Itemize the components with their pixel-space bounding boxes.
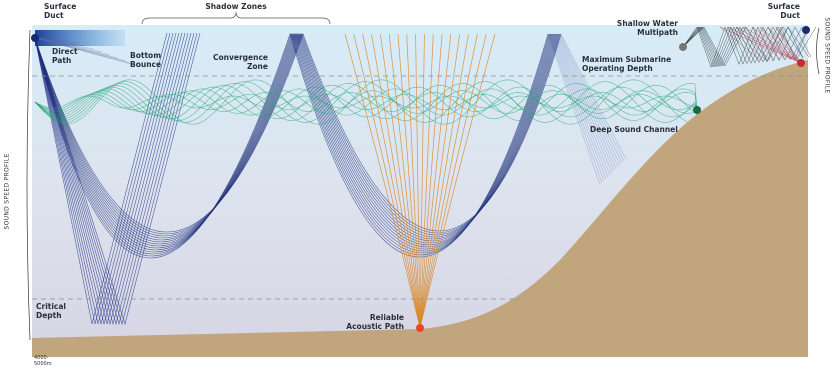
label: Bottom Bounce: [130, 52, 161, 69]
source-dot: [679, 43, 687, 51]
surface-duct: [35, 30, 125, 46]
brace: [142, 12, 330, 24]
source-dot: [693, 106, 701, 114]
label: Critical Depth: [36, 303, 66, 320]
label: Surface Duct: [44, 3, 76, 20]
label: Direct Path: [52, 48, 78, 65]
axis-label: SOUND SPEED PROFILE: [5, 153, 12, 229]
label: Maximum Submarine Operating Depth: [582, 56, 671, 73]
label: Convergence Zone: [188, 54, 268, 71]
label: Reliable Acoustic Path: [324, 314, 404, 331]
source-dot: [802, 26, 810, 34]
label: Surface Duct: [740, 3, 800, 20]
ocean-scene: [0, 0, 838, 371]
diagram: Surface Duct Direct Path Shadow Zones Bo…: [0, 0, 838, 371]
label: 4000- 5000m: [34, 356, 52, 368]
label: Deep Sound Channel: [590, 126, 678, 135]
source-dot: [416, 324, 424, 332]
label: Shadow Zones: [196, 3, 276, 12]
profile-curve-right: [817, 28, 820, 74]
label: Shallow Water Multipath: [578, 20, 678, 37]
profile-curve-left: [27, 30, 30, 340]
axis-label: SOUND SPEED PROFILE: [823, 17, 830, 93]
source-dot: [31, 34, 39, 42]
source-dot: [797, 59, 805, 67]
